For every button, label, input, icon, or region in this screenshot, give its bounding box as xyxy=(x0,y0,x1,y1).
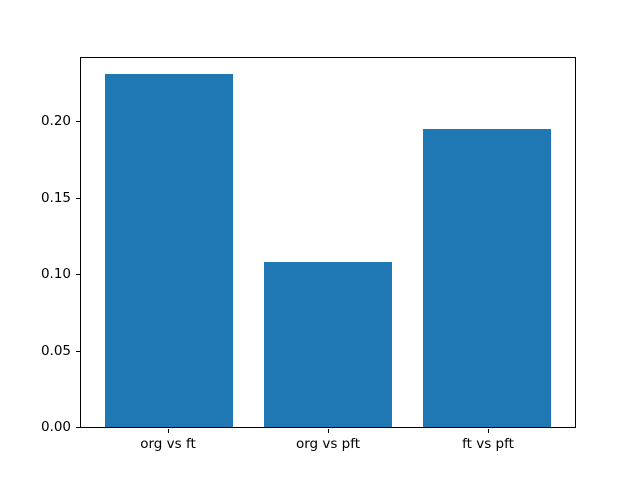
bar-org-vs-ft xyxy=(104,73,233,427)
y-tick-label: 0.20 xyxy=(40,113,71,130)
bar-ft-vs-pft xyxy=(423,128,552,427)
y-tick xyxy=(76,350,80,352)
x-tick xyxy=(328,429,329,433)
x-tick-label: ft vs pft xyxy=(462,436,514,452)
plot-area xyxy=(80,57,576,428)
bar-org-vs-pft xyxy=(264,261,392,427)
y-tick xyxy=(76,121,80,123)
x-tick-label: org vs ft xyxy=(140,436,196,452)
y-tick-label: 0.05 xyxy=(40,342,71,359)
y-tick xyxy=(76,274,80,276)
y-tick-label: 0.15 xyxy=(40,189,71,206)
x-tick xyxy=(488,429,489,433)
y-tick-label: 0.10 xyxy=(40,266,71,283)
x-tick xyxy=(168,429,169,433)
x-tick-label: org vs pft xyxy=(295,436,361,452)
y-tick xyxy=(76,197,80,199)
y-tick xyxy=(76,427,80,428)
y-tick-label: 0.00 xyxy=(40,419,71,435)
